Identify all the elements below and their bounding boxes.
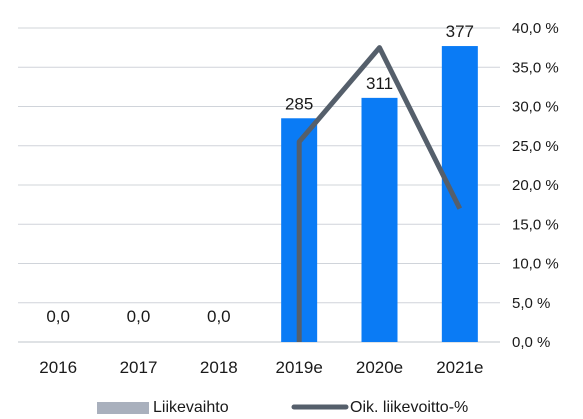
legend-label: Liikevaihto bbox=[153, 399, 229, 414]
x-tick-label: 2018 bbox=[200, 358, 238, 377]
y-right-tick-label: 25,0 % bbox=[512, 138, 559, 155]
x-tick-label: 2020e bbox=[356, 358, 403, 377]
bar-data-label: 377 bbox=[446, 22, 474, 41]
x-tick-label: 2021e bbox=[436, 358, 483, 377]
line-path bbox=[296, 45, 463, 342]
line-series bbox=[296, 45, 463, 342]
y-right-tick-label: 20,0 % bbox=[512, 177, 559, 194]
legend: Liikevaihto Oik. liikevoitto-% bbox=[97, 399, 468, 416]
y-right-tick-label: 40,0 % bbox=[512, 20, 559, 37]
y-right-tick-label: 10,0 % bbox=[512, 256, 559, 273]
x-tick-label: 2019e bbox=[276, 358, 323, 377]
legend-swatch-bar bbox=[97, 402, 149, 414]
bar-data-label: 0,0 bbox=[46, 307, 70, 326]
bar-data-label: 0,0 bbox=[127, 307, 151, 326]
data-labels: 0,0 0,0 0,0 285 311 377 bbox=[46, 22, 474, 326]
axes: 0,0 % 5,0 % 10,0 % 15,0 % 20,0 % 25,0 % 30,0 %… bbox=[39, 20, 558, 377]
bar-data-label: 0,0 bbox=[207, 307, 231, 326]
y-right-tick-label: 0,0 % bbox=[512, 334, 550, 351]
y-right-tick-label: 5,0 % bbox=[512, 295, 550, 312]
legend-label: Oik. liikevoitto-% bbox=[350, 399, 468, 414]
bar bbox=[361, 97, 398, 343]
y-right-tick-label: 30,0 % bbox=[512, 99, 559, 116]
gridlines bbox=[18, 27, 500, 343]
x-tick-label: 2016 bbox=[39, 358, 77, 377]
bar-data-label: 285 bbox=[285, 94, 313, 113]
y-right-tick-label: 35,0 % bbox=[512, 59, 559, 76]
bar bbox=[441, 46, 478, 343]
bar-data-label: 311 bbox=[366, 74, 393, 93]
x-tick-label: 2017 bbox=[120, 358, 158, 377]
y-right-tick-label: 15,0 % bbox=[512, 216, 559, 233]
